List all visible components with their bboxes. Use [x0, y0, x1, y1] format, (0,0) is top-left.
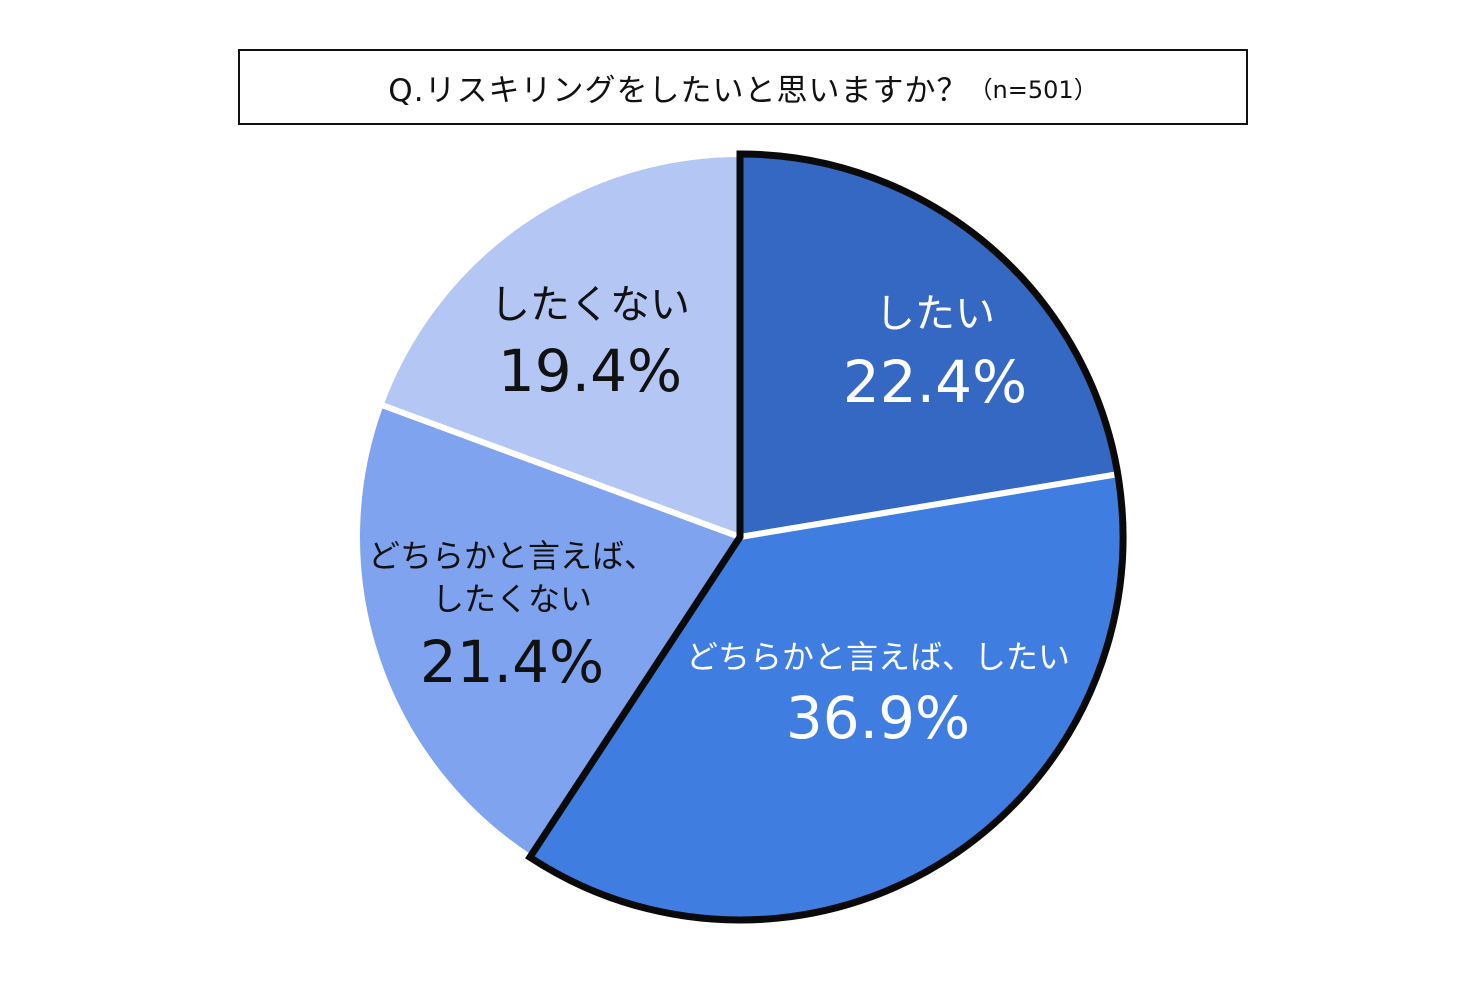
slice-value-label: 36.9% — [786, 684, 970, 752]
pie-slice — [354, 401, 743, 861]
chart-title: Q.リスキリングをしたいと思いますか？ — [388, 72, 969, 109]
chart-sample-size: （n=501） — [968, 75, 1098, 104]
chart-title-box: Q.リスキリングをしたいと思いますか？ （n=501） — [238, 49, 1248, 125]
highlight-outline-path — [525, 150, 1127, 924]
slice-category-label: したくない — [432, 580, 592, 618]
pie-slice — [737, 151, 1121, 540]
highlight-outline — [525, 150, 1127, 924]
slice-labels: したい22.4%どちらかと言えば、したい36.9%どちらかと言えば、したくない2… — [368, 282, 1070, 752]
slice-category-label: したい — [875, 291, 995, 337]
slice-category-label: どちらかと言えば、したい — [686, 638, 1070, 676]
slice-value-label: 19.4% — [498, 337, 682, 405]
slice-value-label: 21.4% — [420, 628, 604, 696]
slice-category-label: どちらかと言えば、 — [368, 537, 656, 575]
slice-value-label: 22.4% — [843, 348, 1027, 416]
slice-category-label: したくない — [490, 282, 690, 328]
pie-slice — [377, 151, 743, 540]
